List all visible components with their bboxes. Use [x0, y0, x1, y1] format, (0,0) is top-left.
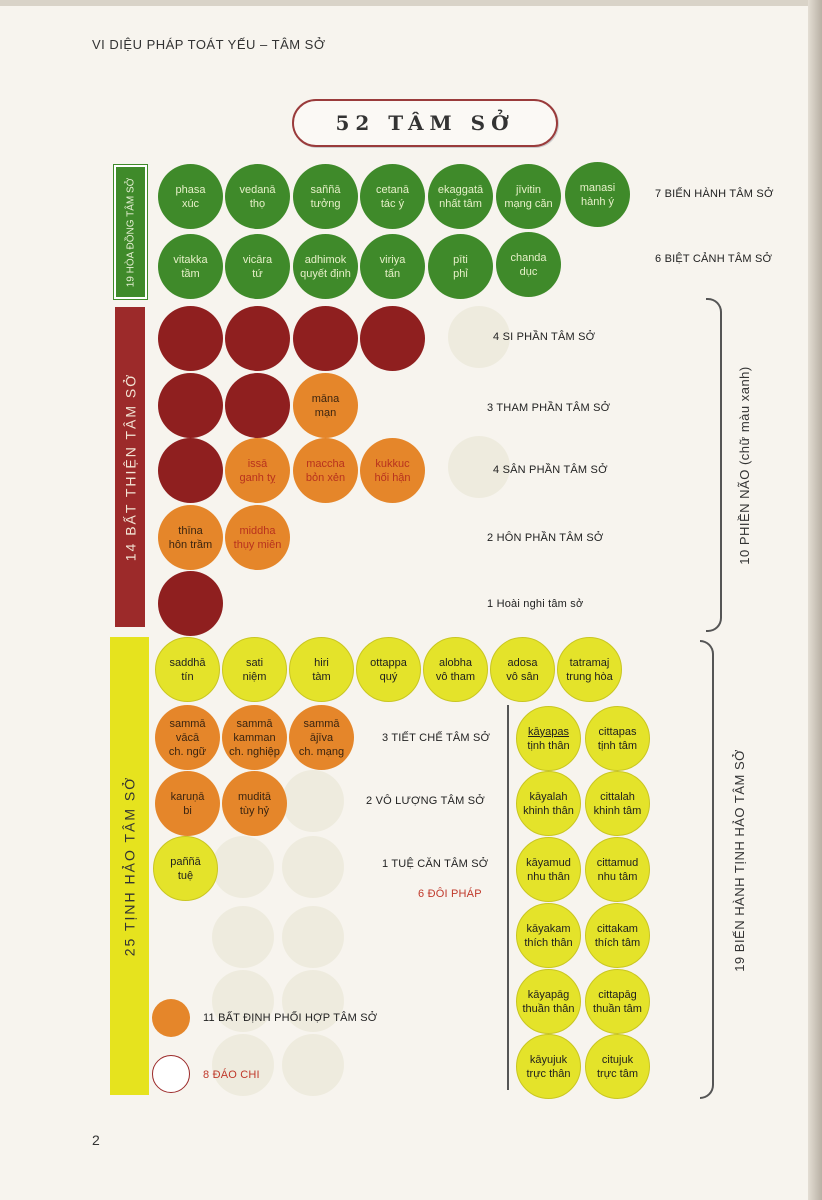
factor-bubble: kāyakam thích thân: [516, 903, 581, 968]
ghost-circle: [448, 436, 510, 498]
factor-bubble: [293, 306, 358, 371]
ghost-circle: [282, 770, 344, 832]
factor-bubble: tatramaj trung hòa: [557, 637, 622, 702]
factor-bubble: vedanā thọ: [225, 164, 290, 229]
factor-bubble: jīvitin mạng căn: [496, 164, 561, 229]
factor-bubble: [225, 306, 290, 371]
factor-bubble: sammā vācā ch. ngữ: [155, 705, 220, 770]
factor-bubble: pīti phỉ: [428, 234, 493, 299]
factor-bubble: [158, 438, 223, 503]
factor-bubble: kāyujuk trực thân: [516, 1034, 581, 1099]
group-label: 3 TIẾT CHẾ TÂM SỞ: [382, 732, 491, 744]
factor-bubble: [360, 306, 425, 371]
ghost-circle: [282, 1034, 344, 1096]
group-label: 3 THAM PHẦN TÂM SỞ: [487, 402, 611, 414]
factor-bubble: viriya tấn: [360, 234, 425, 299]
page-right-edge: [808, 0, 822, 1200]
page-title: 52 TÂM SỞ: [292, 99, 558, 147]
ghost-circle: [212, 1034, 274, 1096]
group-label: 7 BIẾN HÀNH TÂM SỞ: [655, 188, 774, 200]
factor-bubble: cittalah khinh tâm: [585, 771, 650, 836]
band-beautiful: 25 TỊNH HẢO TÂM SỞ: [110, 637, 149, 1095]
factor-bubble: cittamud nhu tâm: [585, 837, 650, 902]
page-number: 2: [92, 1132, 100, 1148]
factor-bubble: saddhā tín: [155, 637, 220, 702]
factor-bubble: adosa vô sân: [490, 637, 555, 702]
pairs-box: [507, 705, 659, 1090]
factor-bubble: sati niệm: [222, 637, 287, 702]
factor-bubble: karuṇā bi: [155, 771, 220, 836]
running-header: VI DIỆU PHÁP TOÁT YẾU – TÂM SỞ: [92, 37, 326, 52]
factor-bubble: kāyapas tịnh thân: [516, 706, 581, 771]
ghost-circle: [282, 970, 344, 1032]
ghost-circle: [212, 836, 274, 898]
factor-bubble: [158, 373, 223, 438]
group-label: 1 Hoài nghi tâm sở: [487, 598, 584, 610]
beautiful-bracket: [700, 640, 714, 1099]
group-label: 6 ĐÔI PHÁP: [418, 888, 482, 900]
defilements-label: 10 PHIỀN NÃO (chữ màu xanh): [736, 365, 752, 565]
factor-bubble: kāyamud nhu thân: [516, 837, 581, 902]
factor-bubble: cetanā tác ý: [360, 164, 425, 229]
group-label: 4 SI PHẦN TÂM SỞ: [493, 331, 596, 343]
factor-bubble: vicāra tứ: [225, 234, 290, 299]
legend-white-dot: [152, 1055, 190, 1093]
factor-bubble: citujuk trực tâm: [585, 1034, 650, 1099]
legend-orange-dot: [152, 999, 190, 1037]
legend-label: 11 BẤT ĐỊNH PHỐI HỢP TÂM SỞ: [203, 1012, 378, 1024]
factor-bubble: manasi hành ý: [565, 162, 630, 227]
factor-bubble: [158, 306, 223, 371]
factor-bubble: hiri tàm: [289, 637, 354, 702]
factor-bubble: saññā tưởng: [293, 164, 358, 229]
factor-bubble: vitakka tầm: [158, 234, 223, 299]
band-unwholesome: 14 BẤT THIỆN TÂM SỞ: [115, 307, 145, 627]
defilements-bracket: [706, 298, 722, 632]
factor-bubble: kāyalah khinh thân: [516, 771, 581, 836]
legend-label: 8 ĐÁO CHI: [203, 1069, 260, 1081]
factor-bubble: paññā tuệ: [153, 836, 218, 901]
group-label: 1 TUỆ CĂN TÂM SỞ: [382, 858, 489, 870]
factor-bubble: adhimok quyết định: [293, 234, 358, 299]
ghost-circle: [282, 836, 344, 898]
ghost-circle: [212, 906, 274, 968]
band-universal: 19 HÒA ĐỒNG TÂM SỞ: [114, 165, 147, 299]
factor-bubble: chanda dục: [496, 232, 561, 297]
factor-bubble: kukkuc hối hận: [360, 438, 425, 503]
factor-bubble: sammā kamman ch. nghiệp: [222, 705, 287, 770]
factor-bubble: cittapas tịnh tâm: [585, 706, 650, 771]
group-label: 6 BIỆT CẢNH TÂM SỞ: [655, 253, 773, 265]
factor-bubble: [158, 571, 223, 636]
group-label: 2 HÔN PHẦN TÂM SỞ: [487, 532, 604, 544]
factor-bubble: alobha vô tham: [423, 637, 488, 702]
factor-bubble: ekaggatā nhất tâm: [428, 164, 493, 229]
factor-bubble: māna mạn: [293, 373, 358, 438]
factor-bubble: cittakam thích tâm: [585, 903, 650, 968]
factor-bubble: thīna hôn trầm: [158, 505, 223, 570]
factor-bubble: issā ganh tỵ: [225, 438, 290, 503]
factor-bubble: phasa xúc: [158, 164, 223, 229]
ghost-circle: [448, 306, 510, 368]
factor-bubble: [225, 373, 290, 438]
group-label: 4 SÂN PHẦN TÂM SỞ: [493, 464, 608, 476]
ghost-circle: [212, 970, 274, 1032]
factor-bubble: cittapāg thuần tâm: [585, 969, 650, 1034]
page-top-edge: [0, 0, 822, 6]
factor-bubble: kāyapāg thuần thân: [516, 969, 581, 1034]
beautiful-side-label: 19 BIẾN HÀNH TỊNH HẢO TÂM SỞ: [731, 748, 747, 972]
factor-bubble: sammā ājīva ch. mạng: [289, 705, 354, 770]
factor-bubble: middha thụy miên: [225, 505, 290, 570]
group-label: 2 VÔ LƯỢNG TÂM SỞ: [366, 795, 485, 807]
factor-bubble: muditā tùy hỷ: [222, 771, 287, 836]
ghost-circle: [282, 906, 344, 968]
factor-bubble: ottappa quý: [356, 637, 421, 702]
factor-bubble: maccha bỏn xẻn: [293, 438, 358, 503]
